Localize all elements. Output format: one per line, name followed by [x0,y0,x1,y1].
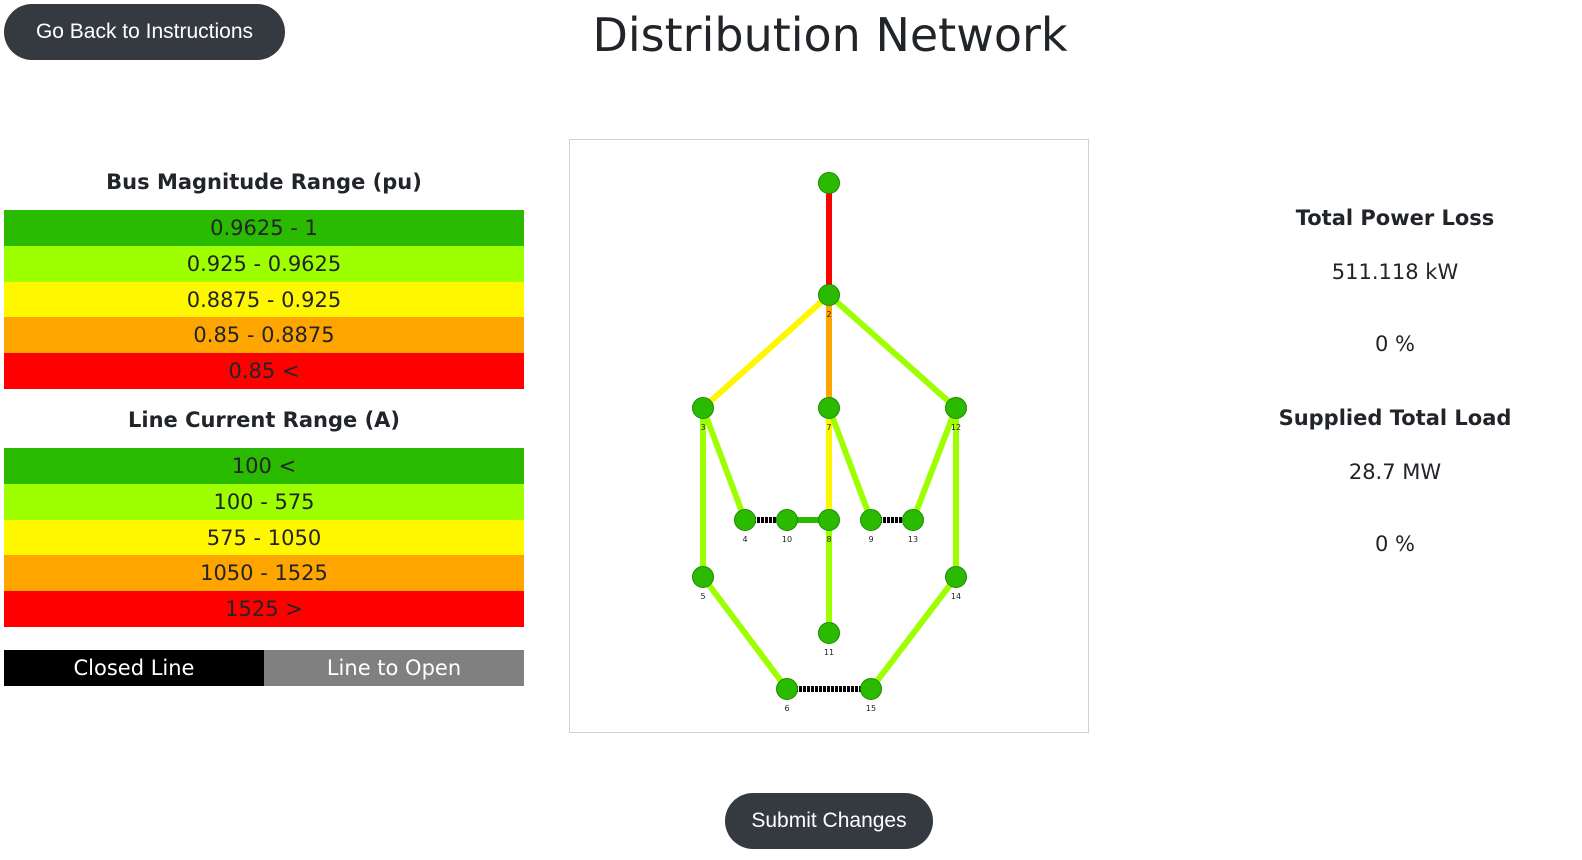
bus-node-label: 8 [826,535,831,544]
bus-range-row: 0.8875 - 0.925 [4,281,524,318]
bus-node-label: 6 [784,704,789,713]
page-title: Distribution Network [592,8,1068,62]
bus-range-row: 0.85 - 0.8875 [4,317,524,354]
bus-node-9[interactable] [860,509,882,531]
bus-node-5[interactable] [692,566,714,588]
bus-magnitude-legend: Bus Magnitude Range (pu) 0.9625 - 1 0.925… [4,164,524,389]
bus-node-8[interactable] [818,509,840,531]
line-current-legend: Line Current Range (A) 100 <100 - 575 575… [4,402,524,627]
line-range-row: 100 - 575 [4,483,524,520]
supplied-total-load-title: Supplied Total Load [1278,406,1512,430]
line-to-open-key: Line to Open [264,650,524,686]
bus-legend-title: Bus Magnitude Range (pu) [106,170,422,194]
bus-node-label: 10 [782,535,792,544]
bus-node-label: 2 [826,310,831,319]
bus-node-2[interactable] [818,284,840,306]
bus-node-label: 15 [866,704,876,713]
bus-node-7[interactable] [818,397,840,419]
total-power-loss-value: 511.118 kW [1331,260,1459,284]
bus-node-label: 12 [951,423,961,432]
bus-node-label: 9 [868,535,873,544]
bus-node-label: 4 [742,535,747,544]
bus-node-13[interactable] [902,509,924,531]
bus-range-row: 0.9625 - 1 [4,210,524,246]
bus-node-label: 14 [951,592,961,601]
bus-node-label: 3 [700,423,705,432]
bus-node-label: 11 [824,648,834,657]
closed-line-key: Closed Line [4,650,264,686]
line-range-row: 100 < [4,448,524,484]
total-power-loss-percent: 0 % [1375,332,1415,356]
line-14-15[interactable] [868,575,959,691]
line-range-row: 1050 - 1525 [4,555,524,592]
supplied-total-load-percent: 0 % [1375,532,1415,556]
bus-node-label: 7 [826,423,831,432]
line-3-4[interactable] [700,406,748,522]
bus-node-label: 5 [700,592,705,601]
bus-node-11[interactable] [818,622,840,644]
line-12-13[interactable] [910,406,959,522]
bus-node-1[interactable] [818,172,840,194]
bus-node-14[interactable] [945,566,967,588]
line-2-12[interactable] [827,292,958,411]
total-power-loss-title: Total Power Loss [1295,206,1495,230]
bus-node-15[interactable] [860,678,882,700]
bus-node-12[interactable] [945,397,967,419]
line-5-6[interactable] [700,575,790,691]
line-range-row: 575 - 1050 [4,519,524,556]
network-diagram: 2 3 7 12 4 10 8 9 13 5 14 11 6 15 [569,139,1089,733]
network-svg: 2 3 7 12 4 10 8 9 13 5 14 11 6 15 [692,172,967,713]
bus-node-3[interactable] [692,397,714,419]
submit-changes-button[interactable]: Submit Changes [725,793,933,849]
line-7-9[interactable] [826,406,874,522]
line-state-legend: Closed Line Line to Open [4,650,524,686]
bus-node-10[interactable] [776,509,798,531]
bus-range-row: 0.85 < [4,353,524,389]
bus-range-row: 0.925 - 0.9625 [4,245,524,282]
bus-node-4[interactable] [734,509,756,531]
line-2-3[interactable] [700,292,832,411]
back-to-instructions-button[interactable]: Go Back to Instructions [4,4,285,60]
bus-node-label: 13 [908,535,918,544]
line-legend-title: Line Current Range (A) [127,408,401,432]
bus-node-6[interactable] [776,678,798,700]
line-range-row: 1525 > [4,591,524,627]
supplied-total-load-value: 28.7 MW [1348,460,1442,484]
stats-panel: Total Power Loss 511.118 kW 0 % Supplied… [1250,190,1540,570]
